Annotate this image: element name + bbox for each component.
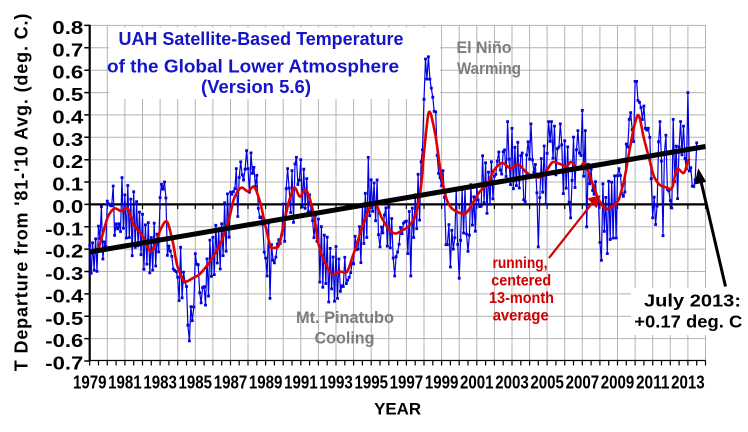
svg-text:average: average <box>493 308 549 325</box>
svg-text:1991: 1991 <box>284 371 318 392</box>
svg-text:2001: 2001 <box>460 371 494 392</box>
svg-text:2013: 2013 <box>671 371 705 392</box>
svg-text:-0.7: -0.7 <box>45 353 83 373</box>
svg-text:-0.4: -0.4 <box>45 286 83 306</box>
svg-text:-0.6: -0.6 <box>45 331 83 351</box>
svg-text:0.1: 0.1 <box>52 175 83 195</box>
svg-text:July 2013:: July 2013: <box>644 291 741 311</box>
svg-text:El Niño: El Niño <box>457 39 512 57</box>
svg-text:-0.3: -0.3 <box>45 264 83 284</box>
svg-text:T Departure from '81-'10 Avg.: T Departure from '81-'10 Avg. (deg. C.) <box>12 13 32 371</box>
svg-text:YEAR: YEAR <box>374 400 421 419</box>
svg-text:0.3: 0.3 <box>52 130 83 150</box>
svg-text:0.6: 0.6 <box>52 63 83 83</box>
svg-text:running,: running, <box>493 255 548 272</box>
svg-text:0.5: 0.5 <box>52 85 83 105</box>
svg-text:1989: 1989 <box>249 371 283 392</box>
svg-text:Mt. Pinatubo: Mt. Pinatubo <box>296 309 394 327</box>
svg-text:2003: 2003 <box>495 371 529 392</box>
svg-text:-0.2: -0.2 <box>45 242 83 262</box>
svg-text:+0.17 deg. C: +0.17 deg. C <box>634 312 742 332</box>
svg-text:0.2: 0.2 <box>52 152 83 172</box>
svg-text:1985: 1985 <box>179 371 213 392</box>
svg-text:2005: 2005 <box>530 371 564 392</box>
svg-text:(Version 5.6): (Version 5.6) <box>201 77 311 97</box>
svg-text:1981: 1981 <box>108 371 142 392</box>
svg-text:-0.1: -0.1 <box>45 219 83 239</box>
svg-text:1987: 1987 <box>214 371 248 392</box>
svg-text:Warming: Warming <box>457 60 521 78</box>
svg-text:1993: 1993 <box>319 371 353 392</box>
svg-text:1995: 1995 <box>354 371 388 392</box>
svg-text:2009: 2009 <box>601 371 635 392</box>
svg-text:0.8: 0.8 <box>52 18 83 38</box>
svg-text:1983: 1983 <box>143 371 177 392</box>
svg-text:of the Global Lower Atmosphere: of the Global Lower Atmosphere <box>107 57 399 77</box>
svg-text:-0.5: -0.5 <box>45 309 83 329</box>
svg-text:UAH Satellite-Based Temperatur: UAH Satellite-Based Temperature <box>119 29 404 49</box>
svg-text:0.0: 0.0 <box>52 197 83 217</box>
svg-text:13-month: 13-month <box>489 290 554 307</box>
svg-text:0.7: 0.7 <box>52 40 83 60</box>
svg-text:0.4: 0.4 <box>52 107 83 127</box>
svg-text:Cooling: Cooling <box>315 329 375 347</box>
svg-text:2007: 2007 <box>566 371 600 392</box>
svg-text:centered: centered <box>491 273 551 290</box>
svg-text:1997: 1997 <box>390 371 424 392</box>
svg-text:1999: 1999 <box>425 371 459 392</box>
svg-text:2011: 2011 <box>636 371 670 392</box>
svg-text:1979: 1979 <box>73 371 107 392</box>
